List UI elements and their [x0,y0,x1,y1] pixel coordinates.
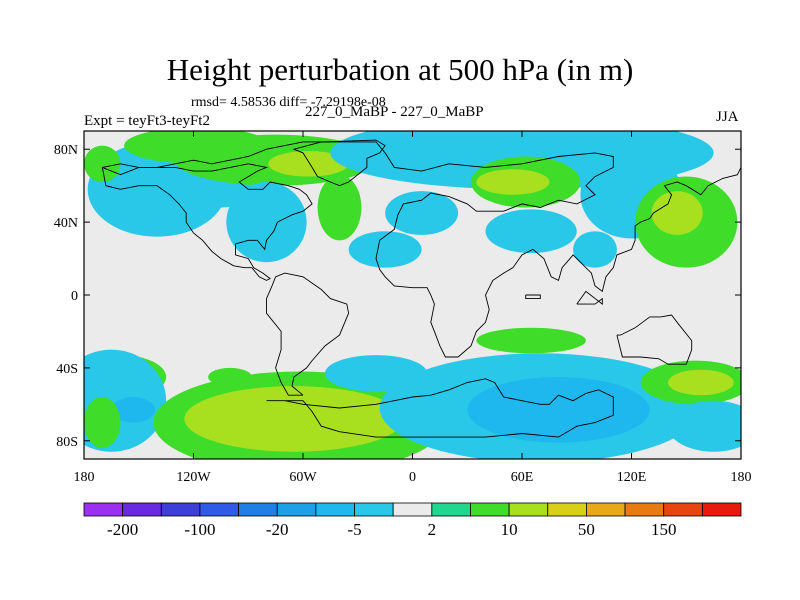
contour-region [268,151,349,177]
colorbar-label: -100 [184,520,215,539]
coastline [102,141,304,168]
y-tick-label: 80S [56,435,78,450]
colorbar: -200 -100 -20 -5 2 10 50 150 [83,502,742,539]
colorbar-swatch [315,502,355,517]
contour-region [84,145,121,183]
colorbar-swatch [83,502,124,517]
colorbar-label: -200 [107,520,138,539]
contour-region [476,169,550,195]
contour-region [111,397,156,423]
colorbar-swatch [431,502,471,517]
colorbar-swatch [354,502,394,517]
contour-region [467,377,650,443]
coastline [525,294,541,300]
colorbar-label: 2 [428,520,437,539]
colorbar-swatch [470,502,510,517]
coastline [303,141,741,358]
continent-outlines [101,139,741,438]
contour-region [348,231,422,268]
chart-title: Height perturbation at 500 hPa (in m) [166,52,634,87]
contour-region [651,191,703,235]
x-tick-label: 0 [409,470,416,485]
season-label: JJA [716,109,739,125]
y-tick-label: 40N [54,216,78,231]
coastline [616,314,693,365]
contour-region [385,191,459,235]
coastline [292,139,386,187]
colorbar-swatch [276,502,317,517]
contour-region [668,400,741,452]
x-tick-label: 60E [511,470,534,485]
x-tick-label: 180 [731,470,752,485]
x-tick-label: 180 [74,470,95,485]
colorbar-swatch [701,502,742,517]
x-tick-label: 120W [176,470,211,485]
contour-region [573,231,617,268]
contour-region [485,209,577,254]
colorbar-label: -20 [266,520,289,539]
center-label: 227_0_MaBP - 227_0_MaBP [305,104,484,120]
colorbar-label: -5 [347,520,361,539]
colorbar-swatch [508,502,549,517]
contour-region [226,182,307,263]
y-tick-label: 80N [54,143,78,158]
contour-region [476,327,586,354]
colorbar-swatch [586,502,626,517]
colorbar-label: 10 [501,520,518,539]
contour-region [317,174,362,241]
colorbar-label: 150 [651,520,677,539]
stats-text: rmsd= 4.58536 diff= -7.29198e-08 [191,95,386,110]
coastline [266,378,614,438]
colorbar-swatch [160,502,201,517]
x-tick-label: 60W [289,470,317,485]
colorbar-swatch [238,502,278,517]
coastline [576,290,603,306]
y-tick-label: 0 [71,289,78,304]
contour-field [84,131,741,459]
contour-region [668,369,734,396]
colorbar-label: 50 [578,520,595,539]
colorbar-swatch [663,502,703,517]
coastline [101,163,313,281]
colorbar-swatch [624,502,665,517]
coastline [266,272,350,396]
contour-region [84,397,121,449]
x-tick-label: 120E [617,470,647,485]
y-tick-label: 40S [56,362,78,377]
colorbar-swatch [199,502,239,517]
contour-region [184,386,404,452]
experiment-label: Expt = teyFt3-teyFt2 [84,113,210,129]
colorbar-swatch [547,502,587,517]
colorbar-swatch [392,502,433,517]
colorbar-swatch [122,502,162,517]
